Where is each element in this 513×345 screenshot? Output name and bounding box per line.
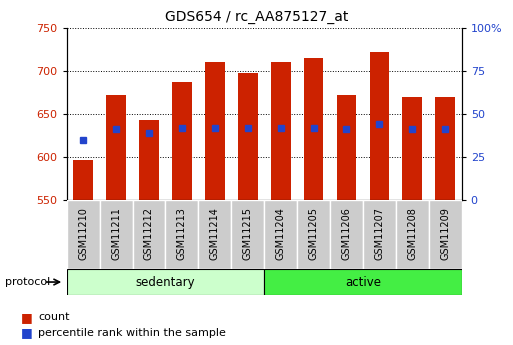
Bar <box>436 97 455 200</box>
Text: GSM11204: GSM11204 <box>275 207 286 260</box>
Text: GSM11205: GSM11205 <box>309 207 319 260</box>
Bar <box>369 52 389 200</box>
Text: active: active <box>345 276 381 288</box>
Bar <box>199 200 231 269</box>
Bar <box>396 200 429 269</box>
Text: count: count <box>38 313 70 322</box>
Bar <box>132 200 165 269</box>
Text: GSM11214: GSM11214 <box>210 207 220 260</box>
Text: GSM11211: GSM11211 <box>111 207 121 260</box>
Bar <box>264 200 297 269</box>
Text: GSM11215: GSM11215 <box>243 207 253 260</box>
Bar <box>363 200 396 269</box>
Bar <box>231 200 264 269</box>
Bar <box>264 269 462 295</box>
Text: GSM11210: GSM11210 <box>78 207 88 260</box>
Text: sedentary: sedentary <box>135 276 195 288</box>
Bar <box>297 200 330 269</box>
Bar <box>139 120 159 200</box>
Text: GDS654 / rc_AA875127_at: GDS654 / rc_AA875127_at <box>165 10 348 24</box>
Bar <box>429 200 462 269</box>
Text: GSM11208: GSM11208 <box>407 207 417 260</box>
Bar <box>238 73 258 200</box>
Bar <box>73 159 93 200</box>
Bar <box>330 200 363 269</box>
Text: ■: ■ <box>21 326 32 339</box>
Bar <box>337 95 357 200</box>
Text: GSM11213: GSM11213 <box>177 207 187 260</box>
Text: GSM11206: GSM11206 <box>342 207 351 260</box>
Bar <box>271 62 290 200</box>
Bar <box>172 82 192 200</box>
Text: GSM11212: GSM11212 <box>144 207 154 260</box>
Bar <box>304 58 323 200</box>
Text: GSM11209: GSM11209 <box>440 207 450 260</box>
Bar <box>67 269 264 295</box>
Bar <box>205 62 225 200</box>
Bar <box>165 200 199 269</box>
Text: protocol: protocol <box>5 277 50 287</box>
Text: ■: ■ <box>21 311 32 324</box>
Bar <box>402 97 422 200</box>
Bar <box>100 200 132 269</box>
Bar <box>106 95 126 200</box>
Bar <box>67 200 100 269</box>
Text: GSM11207: GSM11207 <box>374 207 384 260</box>
Text: percentile rank within the sample: percentile rank within the sample <box>38 328 226 338</box>
